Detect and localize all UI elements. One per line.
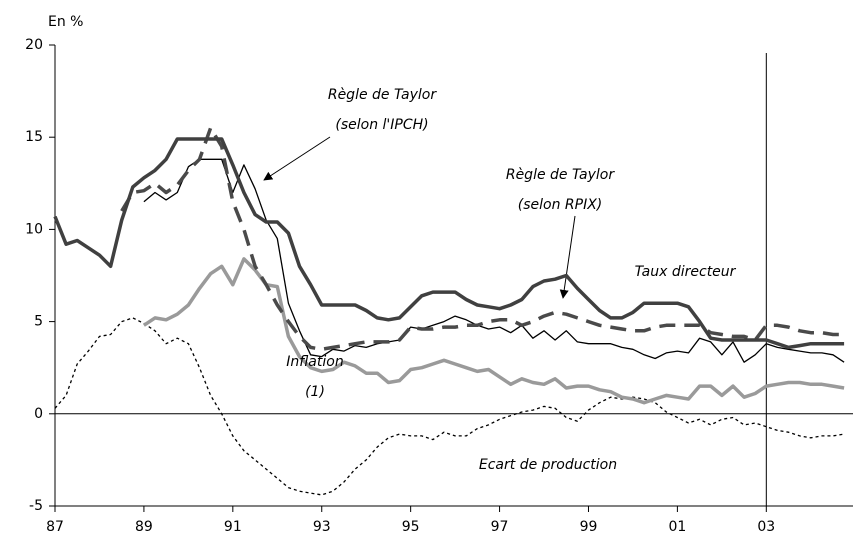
y-axis-label: En %	[48, 14, 83, 30]
series-label: Inflation (1)	[286, 354, 343, 400]
series-label-line: Ecart de production	[479, 457, 617, 473]
series-line	[53, 137, 845, 350]
x-tick-label: 03	[757, 519, 775, 535]
series-label-line: Règle de Taylor	[328, 87, 438, 103]
x-tick-label: 91	[224, 519, 242, 535]
series-line	[54, 317, 845, 496]
y-tick-label: 0	[34, 406, 43, 422]
series-label: Règle de Taylor (selon RPIX)	[506, 167, 616, 213]
series-line	[143, 158, 845, 363]
x-tick-label: 87	[46, 519, 64, 535]
y-tick-label: 10	[25, 221, 43, 237]
series-label: Taux directeur	[635, 264, 737, 280]
series-label-line: (selon RPIX)	[518, 197, 603, 213]
series-label: Règle de Taylor (selon l'IPCH)	[328, 87, 438, 133]
annotation-arrow	[263, 136, 331, 181]
series-label-line: Inflation	[286, 354, 343, 370]
y-tick-label: 15	[25, 129, 43, 145]
x-tick-label: 93	[313, 519, 331, 535]
x-tick-label: 99	[580, 519, 598, 535]
x-tick-label: 95	[402, 519, 420, 535]
series-label-line: (1)	[305, 384, 325, 400]
y-tick-label: 5	[34, 314, 43, 330]
series-line	[142, 257, 845, 405]
y-tick-label: -5	[29, 498, 43, 514]
series-label-line: Taux directeur	[635, 264, 737, 280]
x-tick-label: 97	[491, 519, 509, 535]
series-label-line: Règle de Taylor	[506, 167, 616, 183]
series-label: Ecart de production	[479, 457, 617, 473]
annotation-arrow	[559, 215, 576, 299]
x-tick-label: 01	[668, 519, 686, 535]
series-label-line: (selon l'IPCH)	[335, 117, 428, 133]
y-tick-label: 20	[25, 37, 43, 53]
x-tick-label: 89	[135, 519, 153, 535]
